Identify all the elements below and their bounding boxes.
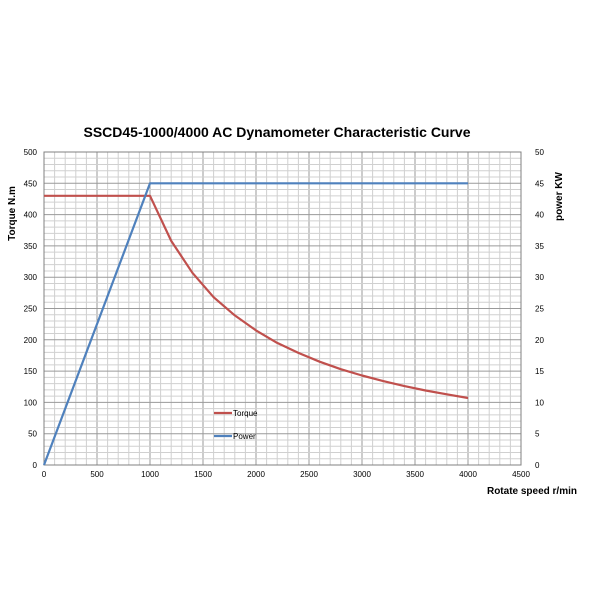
y-tick-label: 500 — [24, 148, 38, 157]
x-tick-label: 2000 — [247, 470, 265, 479]
y-tick-label: 400 — [24, 211, 38, 220]
y2-tick-label: 45 — [535, 179, 544, 188]
y2-tick-label: 15 — [535, 367, 544, 376]
plot-area-frame — [43, 151, 522, 466]
torque-series-line — [44, 194, 469, 400]
legend: Torque Power — [214, 409, 258, 441]
x-tick-label: 3500 — [406, 470, 424, 479]
y-tick-label: 350 — [24, 242, 38, 251]
y2-tick-label: 50 — [535, 148, 544, 157]
y2-tick-label: 5 — [535, 430, 540, 439]
y2-tick-label: 30 — [535, 273, 544, 282]
y2-tick-label: 20 — [535, 336, 544, 345]
x-tick-label: 2500 — [300, 470, 318, 479]
torque-legend-label: Torque — [233, 409, 258, 418]
y2-axis-label: power KW — [554, 171, 565, 220]
x-tick-label: 1500 — [194, 470, 212, 479]
y2-tick-label: 10 — [535, 398, 544, 407]
y2-tick-label: 35 — [535, 242, 544, 251]
y-axis-label: Torque N.m — [7, 186, 18, 241]
y-tick-label: 100 — [24, 398, 38, 407]
y2-tick-label: 40 — [535, 211, 544, 220]
chart-title: SSCD45-1000/4000 AC Dynamometer Characte… — [84, 124, 471, 140]
x-tick-label: 4000 — [459, 470, 477, 479]
y-tick-label: 450 — [24, 179, 38, 188]
grid — [44, 152, 521, 465]
power-legend-label: Power — [233, 432, 256, 441]
y2-tick-label: 0 — [535, 461, 540, 470]
y-tick-label: 250 — [24, 305, 38, 314]
x-tick-label: 4500 — [512, 470, 530, 479]
x-axis-label: Rotate speed r/min — [487, 486, 577, 497]
y-tick-label: 150 — [24, 367, 38, 376]
x-tick-label: 1000 — [141, 470, 159, 479]
power-series-line — [42, 182, 468, 466]
x-tick-label: 500 — [90, 470, 104, 479]
axis-ticks: 0 500 1000 1500 2000 2500 3000 3500 4000 45000501… — [24, 148, 545, 479]
x-tick-label: 3000 — [353, 470, 371, 479]
series — [42, 182, 469, 466]
y-tick-label: 300 — [24, 273, 38, 282]
y-tick-label: 50 — [28, 430, 37, 439]
y-tick-label: 200 — [24, 336, 38, 345]
x-tick-label: 0 — [42, 470, 47, 479]
y2-tick-label: 25 — [535, 305, 544, 314]
y-tick-label: 0 — [33, 461, 38, 470]
